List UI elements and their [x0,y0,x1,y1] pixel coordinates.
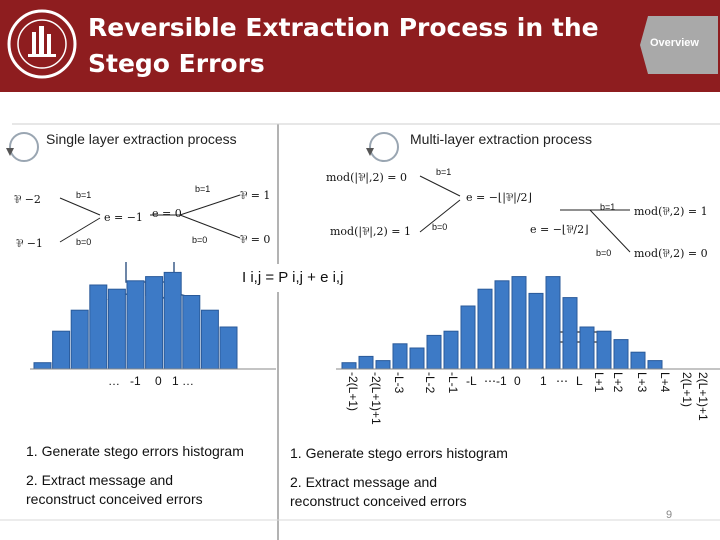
left-steps: 1. Generate stego errors histogram 2. Ex… [26,442,244,509]
left-step-1: 1. Generate stego errors histogram [26,442,244,461]
right-hist-bar [563,298,577,369]
left-hist-bar [146,277,163,369]
left-hist-bar [201,310,218,369]
right-hist-bar [631,352,645,369]
right-x-tick: -2(L+1) [346,372,360,411]
right-x-tick: -2(L+1)+1 [369,372,383,425]
right-hist-bar [529,293,543,369]
right-hist-bar [495,281,509,369]
right-x-tick: 0 [514,374,521,388]
right-steps: 1. Generate stego errors histogram 2. Ex… [290,444,508,511]
right-x-tick: -L [466,374,477,388]
right-hist-bar [546,277,560,369]
left-hist-bar [71,310,88,369]
right-hist-bar [478,289,492,369]
right-x-tick: L+3 [635,372,649,392]
right-hist-bar [342,363,356,369]
right-step-2: 2. Extract message and [290,473,508,492]
right-hist-bar [512,277,526,369]
right-x-tick: L [576,374,583,388]
left-hist-bar [183,296,200,370]
left-hist-bar [34,363,51,369]
left-hist-bar [90,285,107,369]
right-x-tick: -L-2 [423,372,437,393]
left-step-3: reconstruct conceived errors [26,490,244,509]
right-x-tick: 2(L+1) [680,372,694,407]
left-x-tick: -1 [130,374,141,388]
right-x-tick: L+4 [658,372,672,392]
left-hist-bar [220,327,237,369]
left-hist-bar [108,289,125,369]
right-hist-bar [410,348,424,369]
right-hist-bar [393,344,407,369]
right-x-tick: -L-1 [446,372,460,393]
right-x-tick: 2(L+1)+1 [696,372,710,421]
left-x-tick: 1 … [172,374,194,388]
right-step-3: reconstruct conceived errors [290,492,508,511]
left-x-tick: 0 [155,374,162,388]
right-hist-bar [597,331,611,369]
page-number: 9 [666,509,672,521]
right-x-tick: L+2 [611,372,625,392]
right-hist-bar [427,335,441,369]
right-hist-bar [614,340,628,369]
right-hist-bar [359,356,373,369]
left-hist-bar [164,272,181,369]
left-step-2: 2. Extract message and [26,471,244,490]
right-hist-bar [376,361,390,369]
left-x-tick: … [108,374,120,388]
right-x-tick: L+1 [592,372,606,392]
right-hist-bar [580,327,594,369]
left-hist-bar [53,331,70,369]
right-hist-bar [444,331,458,369]
right-x-tick: ⋯ [556,374,568,388]
right-hist-bar [461,306,475,369]
right-x-tick: 1 [540,374,547,388]
right-x-tick: -L-3 [392,372,406,393]
right-step-1: 1. Generate stego errors histogram [290,444,508,463]
right-x-tick: ⋯-1 [484,374,507,388]
left-hist-bar [127,281,144,369]
right-hist-bar [648,361,662,369]
